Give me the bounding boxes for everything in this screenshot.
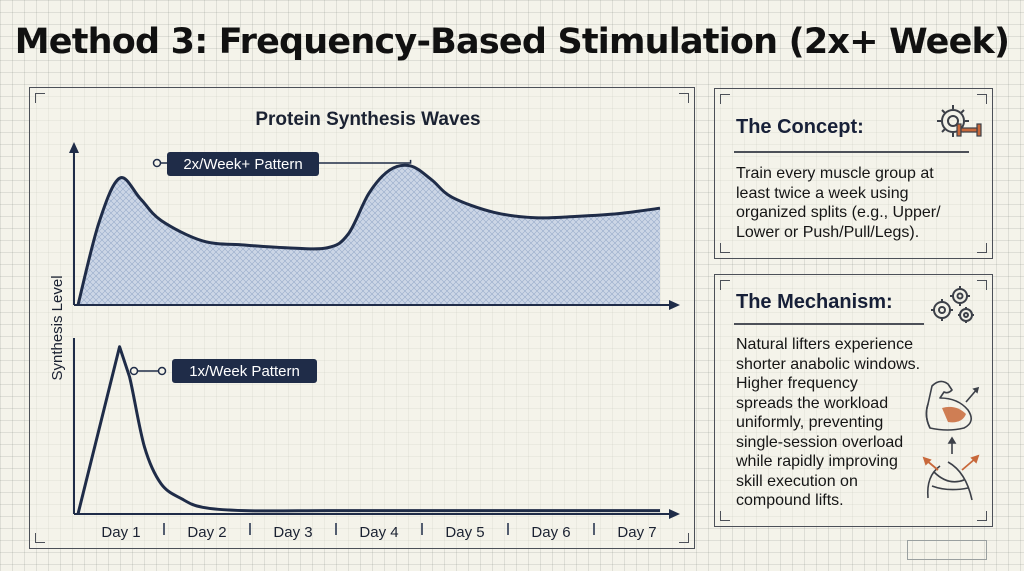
series-label-box <box>172 359 317 383</box>
concept-line: organized splits (e.g., Upper/ <box>736 204 941 221</box>
x-tick-label: Day 6 <box>531 524 570 541</box>
mechanism-line: compound lifts. <box>736 492 844 509</box>
mechanism-text: Natural lifters experience shorter anabo… <box>736 335 920 511</box>
x-tick-label: Day 4 <box>359 524 398 541</box>
gear-dumbbell-icon <box>937 105 982 137</box>
gears-icon <box>931 286 974 323</box>
label-leader-dot <box>129 366 139 376</box>
series-label: 1x/Week Pattern <box>189 363 300 380</box>
x-tick-label: Day 7 <box>617 524 656 541</box>
mechanism-divider <box>734 323 924 325</box>
x-tick-label: Day 2 <box>187 524 226 541</box>
label-leader-dot <box>157 366 167 376</box>
mechanism-line: skill execution on <box>736 472 858 490</box>
muscle-arm-icon <box>922 380 980 501</box>
concept-line: least twice a week using <box>736 184 909 202</box>
mechanism-title: The Mechanism: <box>736 291 893 313</box>
page-title: Method 3: Frequency-Based Stimulation (2… <box>14 22 1010 62</box>
concept-line: Train every muscle group at <box>736 165 934 182</box>
x-axis-arrow <box>669 300 680 310</box>
chart-panel <box>29 87 695 549</box>
x-tick-label: Day 3 <box>273 524 312 541</box>
concept-title: The Concept: <box>736 116 864 138</box>
series-label: 2x/Week+ Pattern <box>183 156 302 173</box>
mechanism-line: while rapidly improving <box>736 453 898 470</box>
mechanism-line: spreads the workload <box>736 394 889 412</box>
concept-line: Lower or Push/Pull/Legs). <box>736 223 920 241</box>
mechanism-line: Natural lifters experience <box>736 336 913 353</box>
mechanism-line: single-session overload <box>736 433 904 451</box>
concept-panel <box>714 88 993 259</box>
x-tick-label: Day 1 <box>101 524 140 541</box>
series-label-box <box>167 152 319 176</box>
mechanism-line: uniformly, preventing <box>736 414 884 431</box>
series-line <box>76 163 661 306</box>
chart-title: Protein Synthesis Waves <box>255 109 480 130</box>
x-tick-label: Day 5 <box>445 524 484 541</box>
mechanism-line: shorter anabolic windows. <box>736 355 921 373</box>
label-leader-dot <box>152 158 162 168</box>
y-axis-label: Synthesis Level <box>49 275 66 380</box>
x-axis-arrow <box>669 509 680 519</box>
concept-divider <box>734 151 969 153</box>
area-fill <box>78 165 660 305</box>
decorative-scale-bar <box>907 540 987 560</box>
y-axis-arrow <box>69 142 79 153</box>
series-line <box>76 345 660 515</box>
mechanism-line: Higher frequency <box>736 375 858 392</box>
concept-text: Train every muscle group at least twice … <box>736 164 941 242</box>
